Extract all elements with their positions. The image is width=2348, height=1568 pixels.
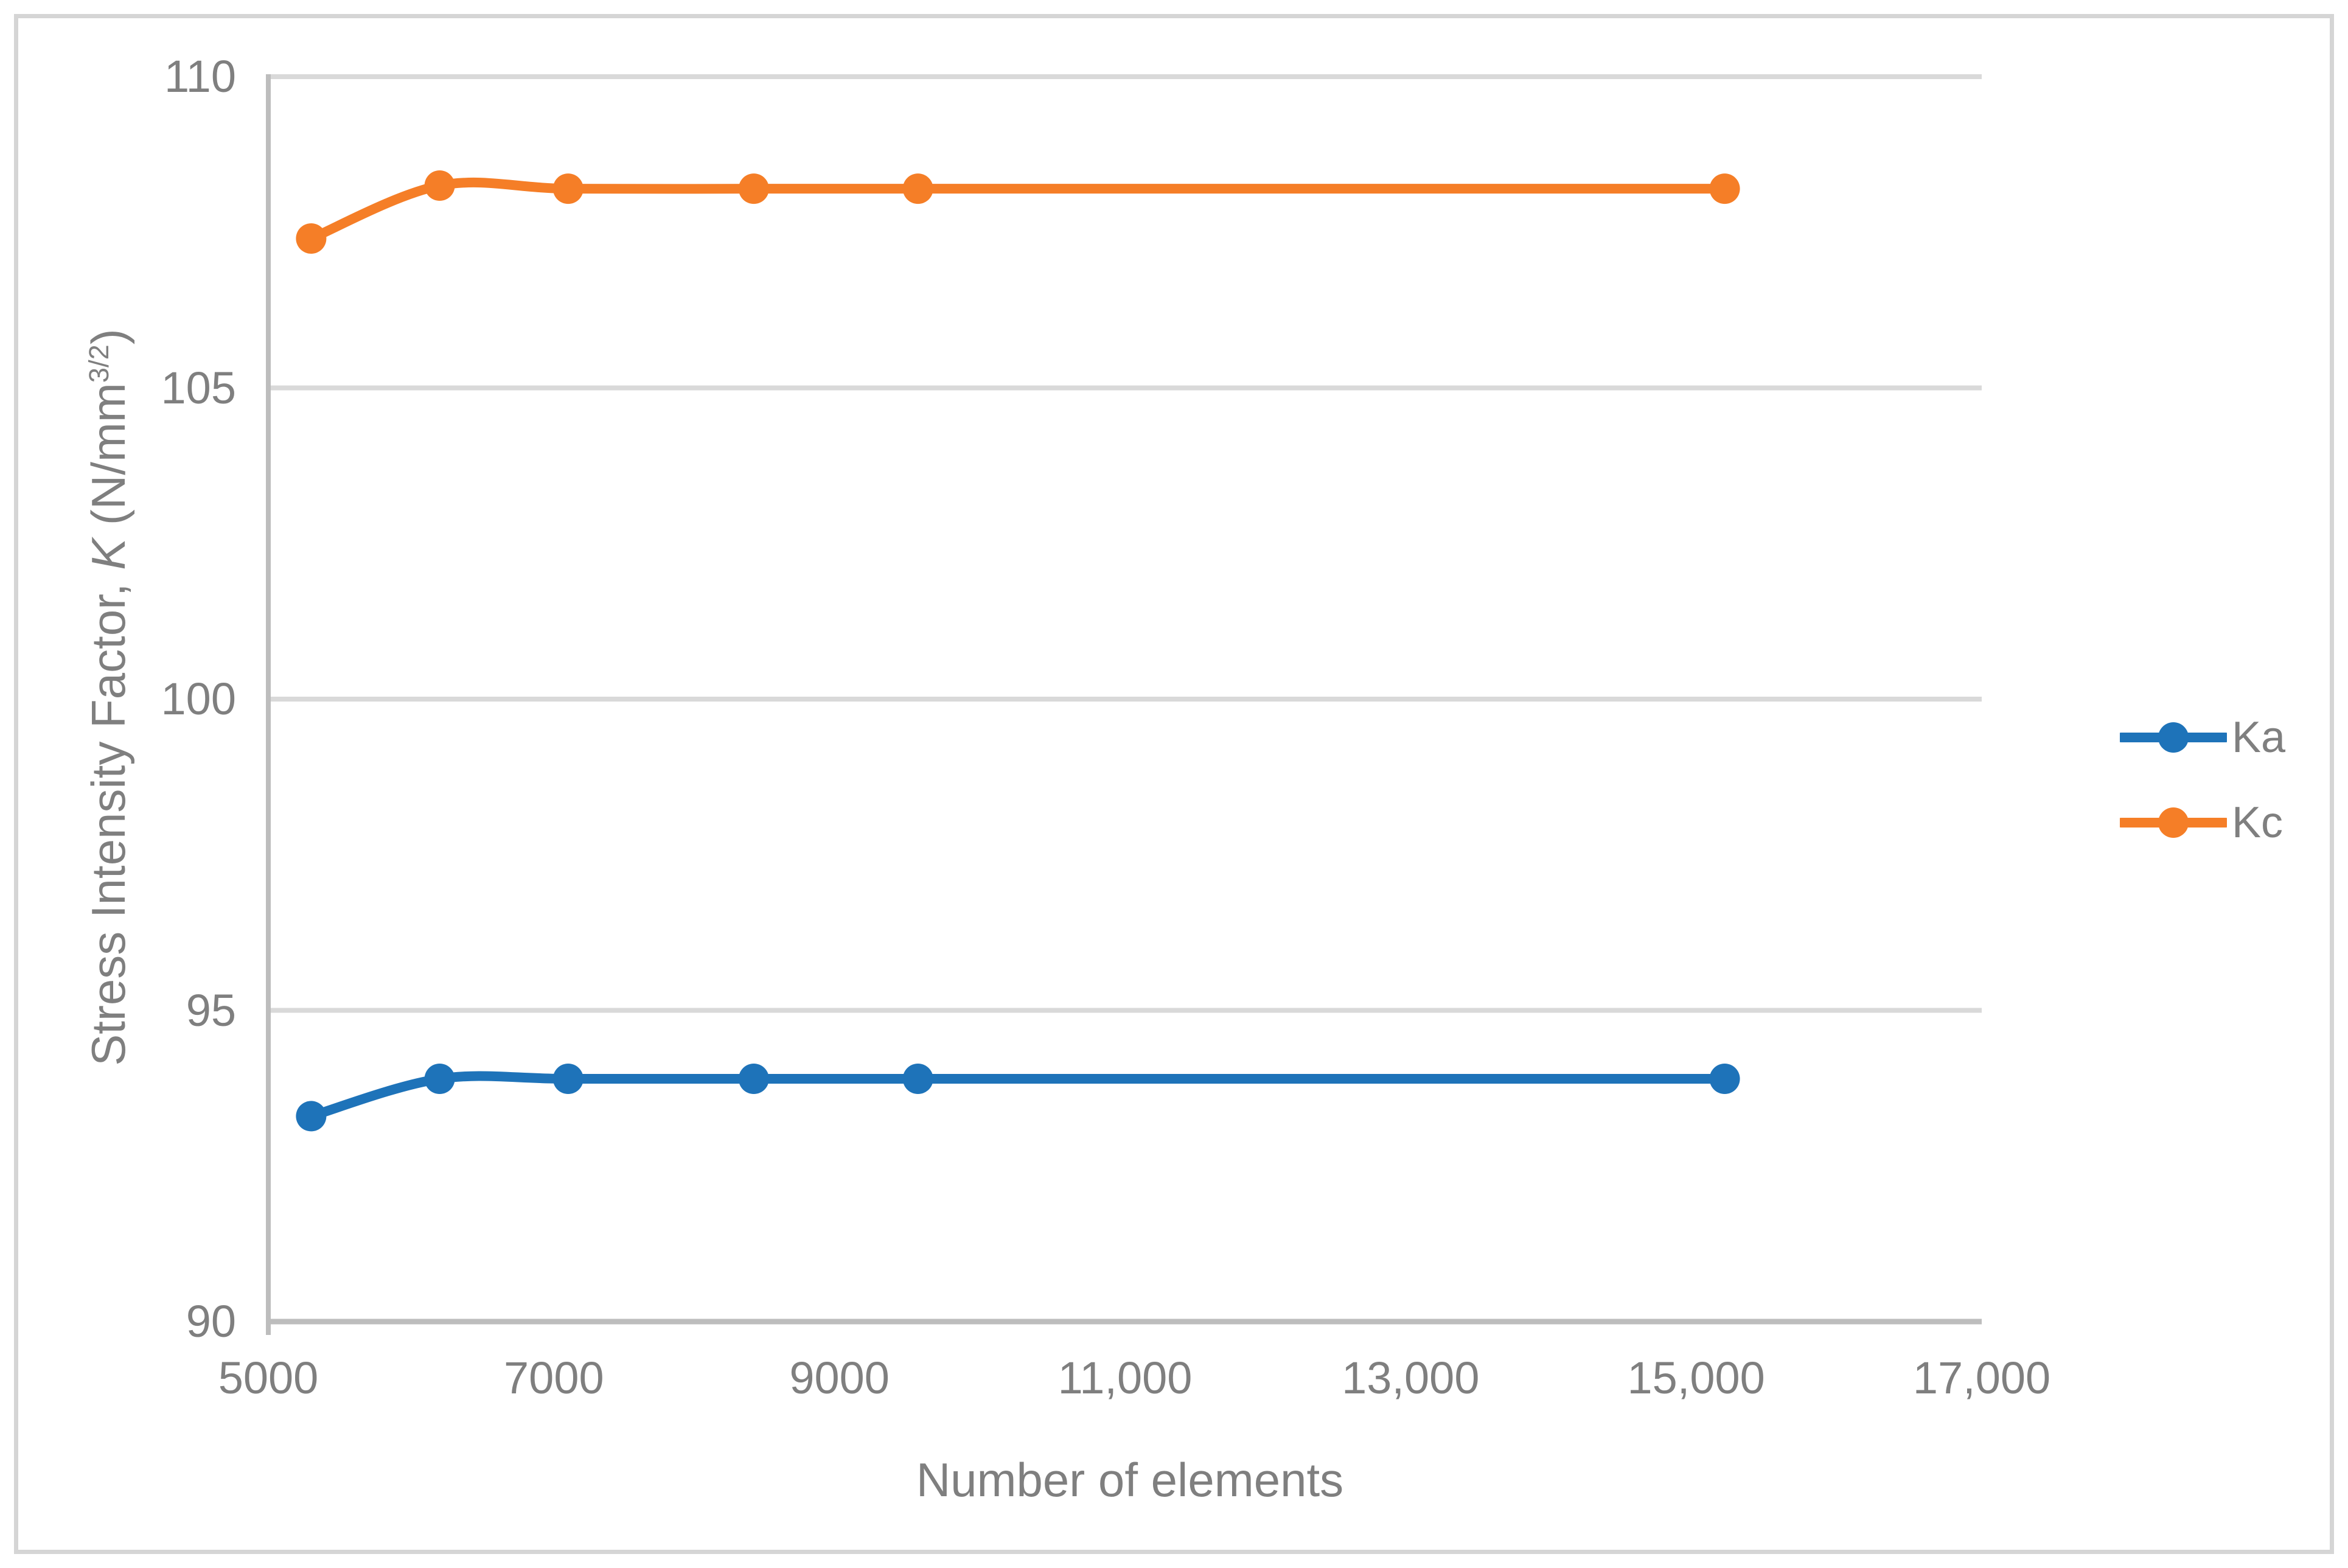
x-tick-label-15000: 15,000 bbox=[1627, 1353, 1765, 1403]
series-marker-Ka-0 bbox=[296, 1101, 327, 1132]
legend-label-Kc: Kc bbox=[2232, 798, 2284, 847]
series-marker-Kc-1 bbox=[424, 170, 455, 201]
series-marker-Ka-2 bbox=[552, 1064, 584, 1095]
series-marker-Ka-4 bbox=[902, 1064, 933, 1095]
x-axis-title: Number of elements bbox=[916, 1453, 1344, 1507]
legend-label-Ka: Ka bbox=[2232, 713, 2286, 762]
series-marker-Ka-1 bbox=[424, 1064, 455, 1095]
legend-swatch-Ka-icon bbox=[2120, 722, 2227, 753]
y-tick-label-110: 110 bbox=[164, 51, 236, 102]
series-marker-Ka-5 bbox=[1709, 1064, 1740, 1095]
y-tick-label-100: 100 bbox=[161, 674, 236, 724]
legend-marker-Kc bbox=[2158, 807, 2189, 838]
series-line-Ka bbox=[306, 1071, 1730, 1121]
series-marker-Ka-3 bbox=[738, 1064, 769, 1095]
y-axis-title-symbol: K bbox=[82, 538, 135, 570]
series-marker-Kc-0 bbox=[296, 223, 327, 254]
x-tick-label-17000: 17,000 bbox=[1912, 1353, 2051, 1403]
y-axis-title-close: ) bbox=[82, 329, 135, 345]
y-tick-label-105: 105 bbox=[161, 362, 236, 413]
x-tick-label-13000: 13,000 bbox=[1342, 1353, 1480, 1403]
series-marker-Kc-3 bbox=[738, 173, 769, 204]
x-tick-label-5000: 5000 bbox=[218, 1353, 319, 1403]
x-tick-label-7000: 7000 bbox=[504, 1353, 604, 1403]
x-tick-label-11000: 11,000 bbox=[1057, 1353, 1193, 1403]
series-marker-Kc-4 bbox=[902, 173, 933, 204]
figure-border bbox=[14, 14, 2334, 1554]
legend-entry-Ka: Ka bbox=[2120, 714, 2285, 761]
y-tick-label-95: 95 bbox=[186, 984, 236, 1036]
y-tick-label-90: 90 bbox=[186, 1296, 236, 1347]
x-tick-label-9000: 9000 bbox=[789, 1353, 890, 1403]
series-line-Kc bbox=[306, 177, 1730, 243]
legend-swatch-Kc-icon bbox=[2120, 807, 2227, 838]
series-marker-Kc-5 bbox=[1709, 173, 1740, 204]
series-marker-Kc-2 bbox=[552, 173, 584, 204]
legend-marker-Ka bbox=[2158, 722, 2189, 753]
legend-entry-Kc: Kc bbox=[2120, 800, 2283, 846]
